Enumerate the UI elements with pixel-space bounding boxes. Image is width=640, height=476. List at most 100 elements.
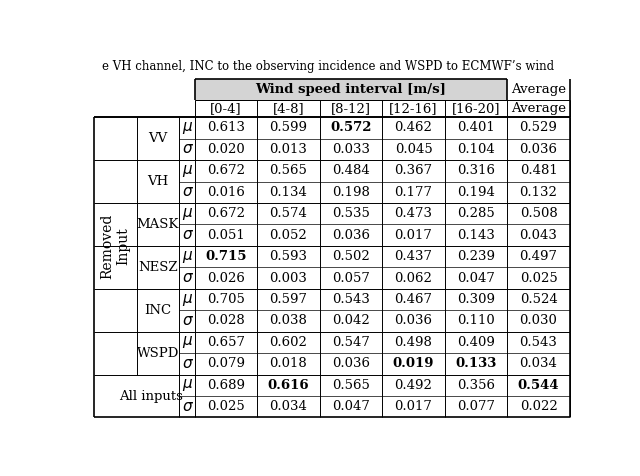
Text: 0.672: 0.672 <box>207 164 245 177</box>
Text: 0.409: 0.409 <box>457 336 495 349</box>
Text: 0.316: 0.316 <box>457 164 495 177</box>
Text: Average: Average <box>511 102 566 115</box>
Text: $\mu$: $\mu$ <box>182 335 193 350</box>
Text: 0.038: 0.038 <box>269 315 307 327</box>
Text: 0.003: 0.003 <box>269 271 307 285</box>
Text: 0.077: 0.077 <box>457 400 495 413</box>
Text: [8-12]: [8-12] <box>331 102 371 115</box>
Text: 0.132: 0.132 <box>520 186 557 199</box>
Text: 0.079: 0.079 <box>207 357 245 370</box>
Text: 0.672: 0.672 <box>207 207 245 220</box>
Text: 0.036: 0.036 <box>520 143 557 156</box>
Bar <box>195 79 508 100</box>
Text: 0.484: 0.484 <box>332 164 370 177</box>
Text: 0.016: 0.016 <box>207 186 245 199</box>
Text: MASK: MASK <box>137 218 179 231</box>
Text: Removed
Input: Removed Input <box>100 213 131 278</box>
Text: NESZ: NESZ <box>138 261 178 274</box>
Text: 0.705: 0.705 <box>207 293 245 306</box>
Text: $\mu$: $\mu$ <box>182 206 193 222</box>
Text: 0.033: 0.033 <box>332 143 370 156</box>
Text: 0.524: 0.524 <box>520 293 557 306</box>
Text: 0.535: 0.535 <box>332 207 370 220</box>
Text: 0.051: 0.051 <box>207 228 245 242</box>
Text: 0.110: 0.110 <box>457 315 495 327</box>
Text: 0.034: 0.034 <box>520 357 557 370</box>
Text: 0.018: 0.018 <box>269 357 307 370</box>
Text: 0.473: 0.473 <box>394 207 433 220</box>
Text: 0.689: 0.689 <box>207 379 245 392</box>
Text: e VH channel, INC to the observing incidence and WSPD to ECMWF’s wind: e VH channel, INC to the observing incid… <box>102 60 554 73</box>
Text: $\sigma$: $\sigma$ <box>182 400 194 414</box>
Text: WSPD: WSPD <box>137 347 179 360</box>
Text: 0.036: 0.036 <box>332 228 370 242</box>
Text: 0.437: 0.437 <box>394 250 433 263</box>
Text: VV: VV <box>148 132 168 145</box>
Text: 0.616: 0.616 <box>268 379 309 392</box>
Text: [0-4]: [0-4] <box>210 102 242 115</box>
Text: 0.508: 0.508 <box>520 207 557 220</box>
Text: 0.062: 0.062 <box>395 271 433 285</box>
Text: $\sigma$: $\sigma$ <box>182 357 194 371</box>
Text: 0.715: 0.715 <box>205 250 246 263</box>
Text: 0.017: 0.017 <box>395 400 433 413</box>
Text: 0.045: 0.045 <box>395 143 433 156</box>
Text: All inputs: All inputs <box>118 389 182 403</box>
Text: 0.133: 0.133 <box>455 357 497 370</box>
Text: 0.019: 0.019 <box>393 357 435 370</box>
Text: 0.052: 0.052 <box>269 228 307 242</box>
Text: 0.022: 0.022 <box>520 400 557 413</box>
Text: 0.028: 0.028 <box>207 315 245 327</box>
Text: 0.047: 0.047 <box>457 271 495 285</box>
Text: 0.597: 0.597 <box>269 293 307 306</box>
Text: 0.572: 0.572 <box>330 121 372 134</box>
Text: Average: Average <box>511 83 566 96</box>
Text: Wind speed interval [m/s]: Wind speed interval [m/s] <box>255 83 447 96</box>
Text: 0.134: 0.134 <box>269 186 307 199</box>
Text: 0.565: 0.565 <box>269 164 307 177</box>
Text: 0.043: 0.043 <box>520 228 557 242</box>
Text: 0.467: 0.467 <box>394 293 433 306</box>
Text: 0.020: 0.020 <box>207 143 245 156</box>
Text: 0.613: 0.613 <box>207 121 245 134</box>
Text: 0.239: 0.239 <box>457 250 495 263</box>
Text: 0.401: 0.401 <box>457 121 495 134</box>
Text: 0.198: 0.198 <box>332 186 370 199</box>
Text: $\mu$: $\mu$ <box>182 163 193 179</box>
Text: 0.574: 0.574 <box>269 207 307 220</box>
Text: 0.547: 0.547 <box>332 336 370 349</box>
Text: 0.565: 0.565 <box>332 379 370 392</box>
Text: 0.042: 0.042 <box>332 315 370 327</box>
Text: [16-20]: [16-20] <box>452 102 500 115</box>
Text: 0.529: 0.529 <box>520 121 557 134</box>
Text: 0.036: 0.036 <box>394 315 433 327</box>
Text: 0.492: 0.492 <box>395 379 433 392</box>
Text: 0.047: 0.047 <box>332 400 370 413</box>
Text: 0.602: 0.602 <box>269 336 307 349</box>
Text: 0.497: 0.497 <box>520 250 557 263</box>
Text: $\sigma$: $\sigma$ <box>182 185 194 199</box>
Text: $\mu$: $\mu$ <box>182 291 193 307</box>
Text: 0.309: 0.309 <box>457 293 495 306</box>
Text: 0.177: 0.177 <box>394 186 433 199</box>
Text: 0.013: 0.013 <box>269 143 307 156</box>
Text: 0.017: 0.017 <box>395 228 433 242</box>
Text: 0.367: 0.367 <box>394 164 433 177</box>
Text: 0.462: 0.462 <box>395 121 433 134</box>
Text: 0.544: 0.544 <box>518 379 559 392</box>
Text: 0.356: 0.356 <box>457 379 495 392</box>
Text: 0.104: 0.104 <box>457 143 495 156</box>
Text: $\mu$: $\mu$ <box>182 377 193 393</box>
Text: $\mu$: $\mu$ <box>182 248 193 265</box>
Text: 0.034: 0.034 <box>269 400 307 413</box>
Text: 0.143: 0.143 <box>457 228 495 242</box>
Text: $\mu$: $\mu$ <box>182 120 193 136</box>
Text: INC: INC <box>145 304 172 317</box>
Text: 0.593: 0.593 <box>269 250 307 263</box>
Text: 0.498: 0.498 <box>395 336 433 349</box>
Text: 0.481: 0.481 <box>520 164 557 177</box>
Text: 0.502: 0.502 <box>332 250 370 263</box>
Text: 0.025: 0.025 <box>207 400 245 413</box>
Text: [12-16]: [12-16] <box>389 102 438 115</box>
Text: $\sigma$: $\sigma$ <box>182 314 194 328</box>
